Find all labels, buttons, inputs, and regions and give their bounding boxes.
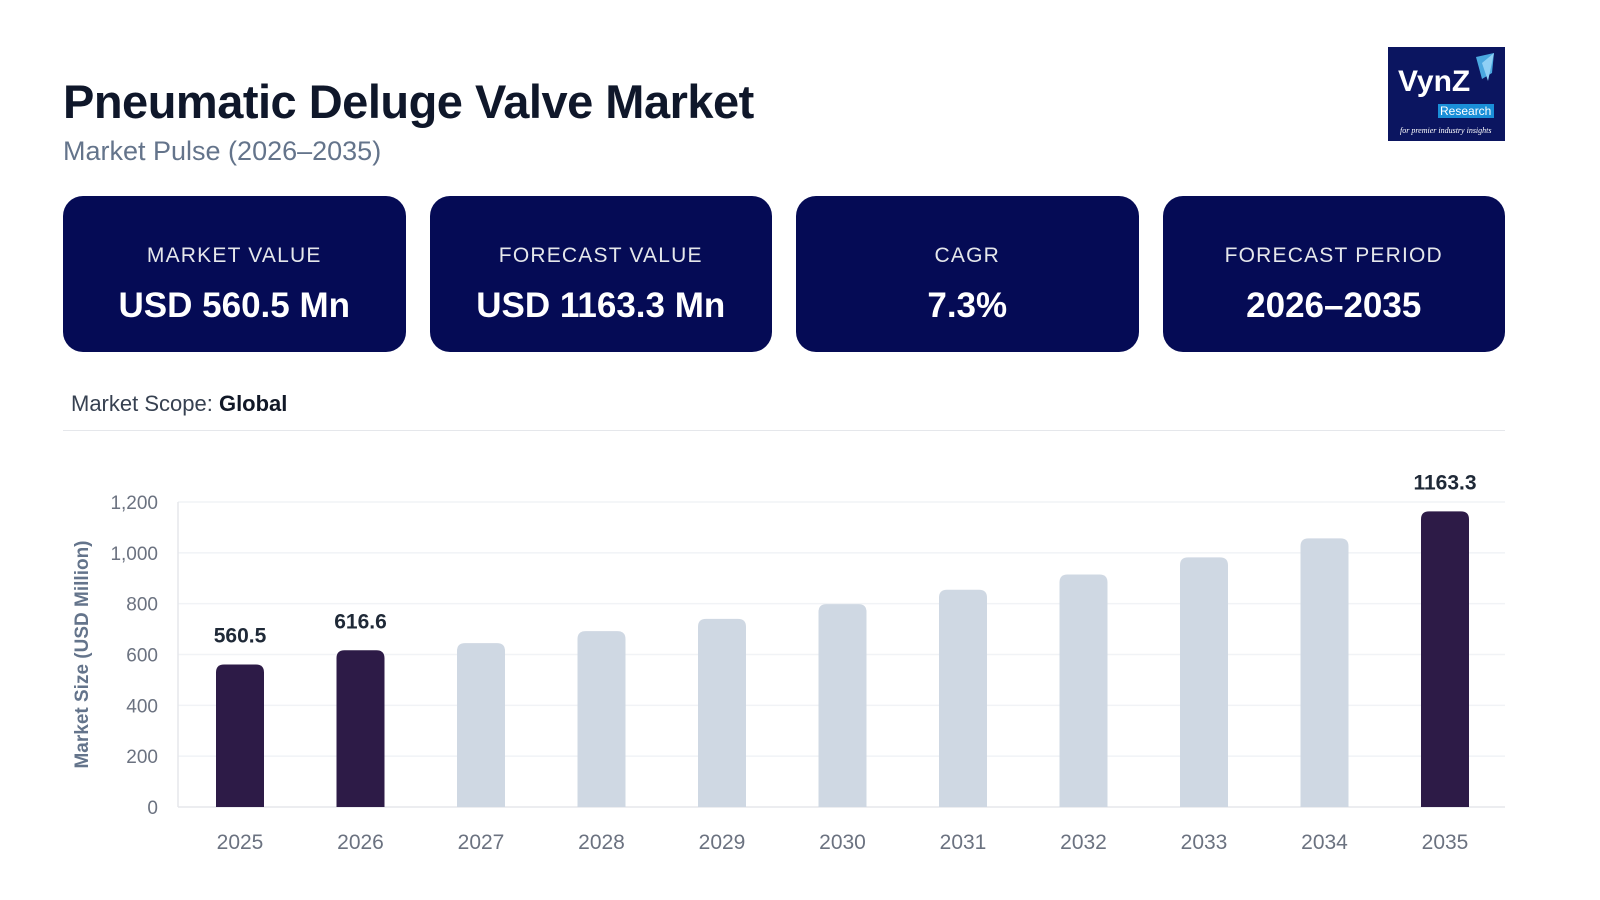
kpi-label: CAGR (934, 244, 1000, 267)
bar-2029 (698, 618, 746, 807)
bar-2035 (1421, 511, 1469, 807)
x-tick-label: 2034 (1301, 831, 1348, 854)
x-tick-label: 2028 (578, 831, 625, 854)
bar-2032 (1059, 574, 1108, 807)
kpi-card-forecast-period: FORECAST PERIOD 2026–2035 (1162, 196, 1505, 352)
y-tick-label: 0 (147, 798, 158, 819)
x-tick-label: 2035 (1422, 831, 1469, 854)
kpi-value: USD 560.5 Mn (118, 286, 350, 325)
data-label: 616.6 (334, 610, 387, 633)
y-tick-label: 200 (126, 747, 158, 768)
kpi-value: 2026–2035 (1246, 286, 1422, 325)
kpi-label: FORECAST VALUE (498, 244, 703, 267)
page-subtitle: Market Pulse (2026–2035) (63, 136, 382, 166)
kpi-card-cagr: CAGR 7.3% (796, 196, 1139, 352)
x-tick-label: 2026 (337, 831, 384, 854)
x-tick-label: 2025 (217, 831, 264, 854)
y-tick-label: 1,200 (110, 493, 158, 514)
x-tick-label: 2030 (819, 831, 866, 854)
y-tick-label: 600 (126, 646, 158, 667)
kpi-label: FORECAST PERIOD (1224, 244, 1443, 267)
bar-2030 (818, 604, 867, 807)
kpi-label: MARKET VALUE (146, 244, 322, 267)
bar-2026 (336, 650, 385, 807)
bar-2031 (939, 589, 987, 807)
x-tick-label: 2027 (458, 831, 505, 854)
bar-2025 (216, 664, 264, 807)
market-scope: Market Scope: Global (71, 391, 287, 417)
page-title: Pneumatic Deluge Valve Market (63, 75, 754, 128)
bar-2033 (1180, 557, 1228, 807)
bar-2034 (1300, 538, 1349, 807)
svg-text:Research: Research (1440, 104, 1491, 118)
kpi-card-forecast-value: FORECAST VALUE USD 1163.3 Mn (429, 196, 772, 352)
bar-chart: 0 200 400 600 800 1,000 1,200 Market Size (USD … (72, 471, 1505, 854)
y-tick-label: 400 (126, 696, 158, 717)
y-tick-label: 1,000 (110, 544, 158, 565)
data-label: 1163.3 (1413, 471, 1476, 494)
y-axis-label: Market Size (USD Million) (72, 540, 93, 768)
market-scope-label: Market Scope: (71, 391, 219, 416)
svg-text:VynZ: VynZ (1398, 65, 1470, 98)
svg-text:for premier industry insights: for premier industry insights (1400, 126, 1491, 135)
bar-2027 (457, 643, 505, 807)
data-label: 560.5 (214, 625, 267, 648)
market-scope-value: Global (218, 391, 288, 416)
kpi-value: 7.3% (927, 286, 1008, 325)
divider (63, 430, 1505, 431)
kpi-cards: MARKET VALUE USD 560.5 Mn FORECAST VALUE… (63, 196, 1505, 352)
x-tick-label: 2033 (1181, 831, 1228, 854)
kpi-card-market-value: MARKET VALUE USD 560.5 Mn (63, 196, 406, 352)
y-tick-label: 800 (126, 595, 158, 616)
x-tick-label: 2031 (940, 831, 987, 854)
kpi-value: USD 1163.3 Mn (476, 286, 726, 325)
x-tick-label: 2029 (699, 831, 746, 854)
bar-2028 (577, 631, 626, 807)
vynz-research-logo: VynZ Research for premier industry insig… (1388, 47, 1505, 141)
x-tick-label: 2032 (1060, 831, 1107, 854)
